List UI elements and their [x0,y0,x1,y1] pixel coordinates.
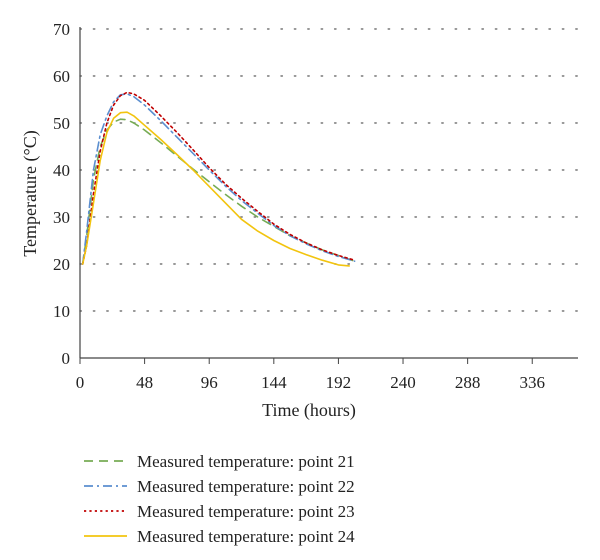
y-axis-title: Temperature (°C) [20,130,41,256]
grid-lines [79,28,579,312]
x-tick-label-144: 144 [261,373,287,392]
x-tick-label-240: 240 [390,373,416,392]
series-line-2 [81,93,356,265]
y-tick-label-50: 50 [53,114,70,133]
tick-labels: 0 10 20 30 40 50 60 70 0 48 96 144 192 240 288 336 [53,20,545,392]
axes [79,27,578,364]
x-tick-label-0: 0 [76,373,85,392]
legend-label-4: Measured temperature: point 24 [137,527,355,546]
y-tick-label-40: 40 [53,161,70,180]
y-tick-label-30: 30 [53,208,70,227]
x-tick-label-192: 192 [326,373,352,392]
legend: Measured temperature: point 21 Measured t… [84,452,355,546]
legend-label-3: Measured temperature: point 23 [137,502,355,521]
series-lines [81,91,356,267]
y-tick-label-70: 70 [53,20,70,39]
series-line-4 [81,111,351,267]
legend-label-1: Measured temperature: point 21 [137,452,355,471]
y-tick-label-10: 10 [53,302,70,321]
legend-label-2: Measured temperature: point 22 [137,477,355,496]
x-tick-label-96: 96 [201,373,218,392]
series-line-1 [81,118,356,265]
y-tick-label-0: 0 [62,349,71,368]
x-tick-label-336: 336 [519,373,545,392]
x-tick-label-288: 288 [455,373,481,392]
x-tick-label-48: 48 [136,373,153,392]
series-line-3 [81,91,356,265]
x-axis-title: Time (hours) [262,400,356,421]
y-tick-label-20: 20 [53,255,70,274]
y-tick-label-60: 60 [53,67,70,86]
